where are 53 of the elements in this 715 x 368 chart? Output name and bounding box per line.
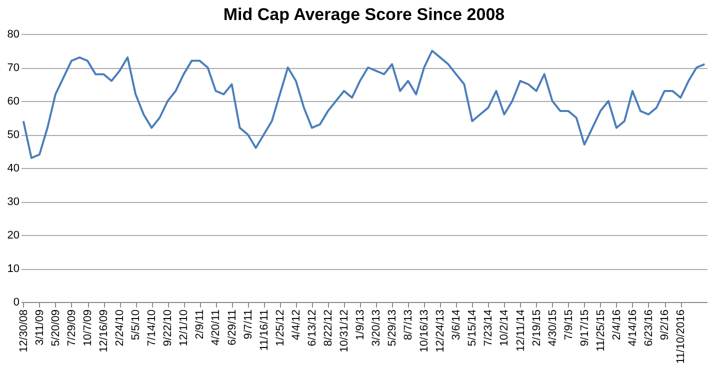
x-tick-label: 11/16/11: [258, 310, 270, 351]
x-tick-label: 3/6/14: [450, 310, 463, 340]
y-tick-label: 30: [7, 196, 20, 208]
x-tick-label: 6/29/11: [226, 310, 238, 346]
x-tick-label: 8/22/12: [322, 310, 334, 346]
x-tick-label: 1/9/13: [354, 310, 366, 340]
x-tick-label: 2/4/16: [610, 310, 623, 340]
x-tick-label: 3/20/13: [370, 310, 383, 346]
y-tick-label: 80: [7, 28, 20, 40]
x-tick-label: 4/14/16: [626, 310, 639, 346]
y-tick-label: 60: [7, 96, 20, 108]
y-tick-label: 50: [7, 129, 20, 141]
y-tick-label: 20: [7, 230, 20, 242]
line-series: [22, 50, 706, 159]
x-tick-label: 9/2/16: [659, 310, 672, 340]
x-tick-label: 7/14/10: [146, 310, 158, 346]
y-tick-label: 0: [13, 296, 20, 308]
x-tick-label: 1/25/12: [274, 310, 286, 346]
x-tick-label: 12/24/13: [434, 310, 447, 352]
y-tick-label: 70: [7, 62, 20, 74]
x-tick-label: 10/7/09: [82, 310, 94, 346]
chart-title: Mid Cap Average Score Since 2008: [223, 5, 505, 24]
x-tick-label: 2/24/10: [114, 310, 126, 346]
x-tick-label: 7/9/15: [562, 310, 575, 340]
x-tick-label: 12/11/14: [514, 310, 527, 352]
x-tick-label: 5/29/13: [386, 310, 399, 346]
x-tick-label: 11/25/15: [594, 310, 607, 352]
x-tick-label: 6/23/16: [643, 310, 655, 346]
x-tick-label: 4/30/15: [546, 310, 559, 346]
x-tick-label: 5/20/09: [50, 310, 62, 346]
x-tick-label: 2/9/11: [194, 310, 206, 340]
x-tick-label: 9/22/10: [162, 310, 174, 346]
x-tick-label: 5/15/14: [466, 310, 479, 346]
x-tick-label: 12/1/10: [178, 310, 190, 346]
x-tick-label: 9/7/11: [242, 310, 254, 340]
x-tick-label: 12/30/08: [18, 310, 30, 352]
x-tick-label: 2/19/15: [530, 310, 543, 346]
x-tick-label: 6/13/12: [306, 310, 318, 346]
x-tick-label: 7/29/09: [66, 310, 78, 346]
x-tick-label: 11/10/2016: [675, 310, 688, 364]
y-tick-label: 40: [7, 162, 20, 174]
x-tick-label: 9/17/15: [578, 310, 591, 346]
x-tick-label: 8/7/13: [402, 310, 415, 340]
x-tick-label: 5/5/10: [130, 310, 142, 340]
x-tick-label: 7/23/14: [482, 310, 495, 346]
x-tick-label: 4/20/11: [210, 310, 222, 346]
x-tick-label: 12/16/09: [98, 310, 110, 352]
x-tick-label: 10/31/12: [338, 310, 350, 352]
x-tick-label: 10/2/14: [498, 310, 511, 346]
x-tick-label: 10/16/13: [418, 310, 431, 352]
x-tick-label: 3/11/09: [34, 310, 46, 346]
x-tick-label: 4/4/12: [290, 310, 302, 340]
y-tick-label: 10: [7, 263, 20, 275]
